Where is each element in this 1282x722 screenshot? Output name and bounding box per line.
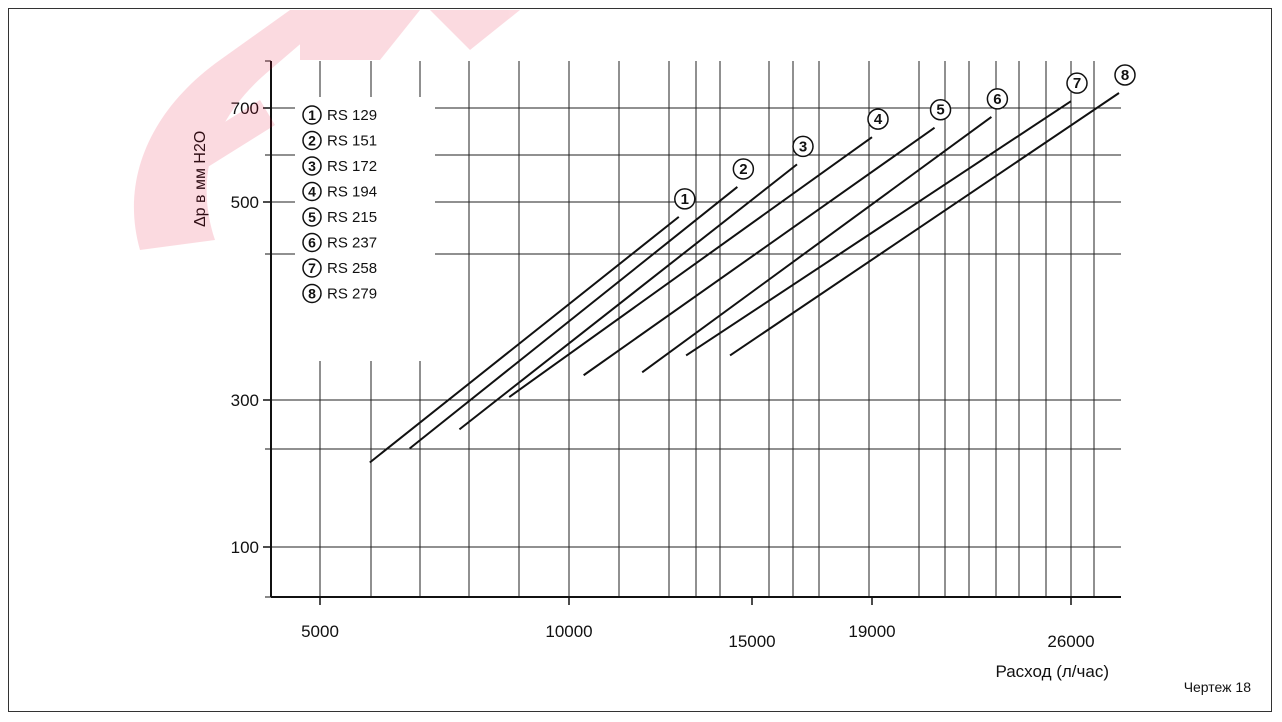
- series-end-label: 4: [874, 111, 883, 128]
- series-line: [685, 100, 1072, 357]
- series-end-label: 1: [681, 191, 689, 208]
- series-line: [583, 126, 936, 377]
- legend-marker-number: 3: [308, 158, 316, 174]
- legend-entry: RS 215: [327, 209, 377, 226]
- x-axis-label: Расход (л/час): [995, 662, 1109, 681]
- chart-series: 1 2 3 4 5 6 7 8: [369, 64, 1136, 464]
- series-end-marker: [986, 88, 1009, 110]
- legend-entry: RS 129: [327, 107, 377, 124]
- legend-marker-number: 6: [308, 235, 316, 251]
- drawing-reference: Чертеж 18: [1183, 679, 1251, 695]
- legend-marker-circle: [302, 105, 322, 125]
- series-end-label: 3: [799, 138, 807, 155]
- series-end-marker: [732, 158, 755, 180]
- series-end-marker: [929, 98, 952, 121]
- series-end-marker: [674, 188, 696, 210]
- legend-marker-circle: [302, 232, 322, 253]
- legend-marker-number: 4: [308, 184, 316, 200]
- y-tick-label: 300: [231, 391, 259, 410]
- series-line: [409, 186, 738, 450]
- legend-entry: RS 237: [327, 235, 377, 252]
- y-tick-label: 700: [231, 99, 259, 118]
- legend-marker-number: 1: [308, 107, 316, 123]
- series-line: [641, 116, 992, 374]
- series-end-label: 6: [993, 91, 1001, 108]
- series-line: [369, 216, 680, 464]
- series-end-marker: [867, 108, 889, 130]
- flow-pressure-chart: 100 300 500 700 5000 10000 15000 19000 26000 1 2 3…: [192, 60, 1136, 681]
- x-tick-label: 15000: [728, 632, 775, 651]
- legend-entry: RS 172: [327, 158, 377, 175]
- legend-marker-circle: [302, 283, 322, 304]
- legend-entry: RS 194: [327, 184, 377, 201]
- series-line: [508, 136, 873, 398]
- legend-marker-circle: [302, 258, 322, 278]
- x-tick-label: 26000: [1047, 632, 1094, 651]
- legend-marker-circle: [302, 181, 322, 202]
- chart-legend: 1 RS 129 2 RS 151 3 RS 172 4 RS 194 5 RS 215 6 RS 2…: [295, 97, 435, 361]
- legend-entry: RS 279: [327, 286, 377, 303]
- series-line: [458, 163, 798, 431]
- legend-entry: RS 258: [327, 260, 377, 277]
- legend-marker-number: 5: [308, 209, 316, 225]
- legend-marker-number: 2: [308, 133, 316, 149]
- legend-entry: RS 151: [327, 133, 377, 150]
- x-tick-label: 10000: [545, 622, 592, 641]
- x-tick-label: 5000: [301, 622, 339, 641]
- series-end-label: 2: [739, 161, 747, 178]
- legend-marker-number: 7: [308, 260, 316, 276]
- series-end-label: 5: [936, 102, 944, 119]
- series-end-marker: [1066, 72, 1088, 94]
- y-tick-label: 500: [231, 193, 259, 212]
- legend-marker-circle: [302, 156, 322, 176]
- legend-marker-number: 8: [308, 286, 316, 302]
- x-tick-label: 19000: [848, 622, 895, 641]
- series-end-label: 8: [1121, 67, 1129, 84]
- chart-axes: 100 300 500 700 5000 10000 15000 19000 26000: [231, 60, 1121, 651]
- series-line: [729, 92, 1120, 357]
- legend-marker-circle: [302, 207, 322, 227]
- series-end-label: 7: [1073, 75, 1081, 92]
- series-end-marker: [792, 135, 814, 158]
- figure-frame: 100 300 500 700 5000 10000 15000 19000 26000 1 2 3…: [8, 8, 1272, 712]
- y-axis-label: Δp в мм H2O: [192, 131, 209, 227]
- series-end-marker: [1114, 64, 1136, 86]
- legend-marker-circle: [302, 130, 322, 151]
- y-tick-label: 100: [231, 538, 259, 557]
